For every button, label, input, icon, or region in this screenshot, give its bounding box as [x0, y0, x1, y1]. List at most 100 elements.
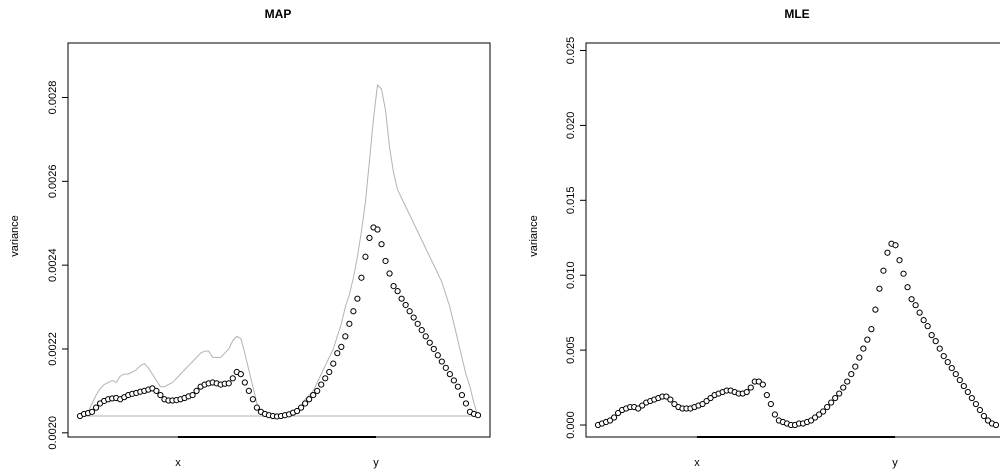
- data-marks: [76, 83, 482, 420]
- data-point: [318, 381, 325, 388]
- data-point: [848, 370, 855, 378]
- y-axis-label: variance: [9, 215, 21, 257]
- data-point: [868, 326, 875, 333]
- data-point: [667, 396, 674, 403]
- data-point: [302, 400, 309, 407]
- data-point: [992, 421, 1000, 429]
- data-point: [699, 400, 706, 408]
- data-point: [382, 257, 389, 265]
- data-point: [944, 358, 951, 366]
- data-point: [418, 327, 425, 334]
- y-ticks: 0.0020 0.0022 0.0024 0.0026 0.0028: [47, 81, 68, 450]
- data-point: [932, 338, 939, 345]
- y-tick-label: 0.0028: [47, 81, 59, 115]
- data-point: [771, 411, 778, 418]
- data-marks: [594, 240, 1000, 429]
- data-point: [350, 308, 357, 315]
- data-point: [241, 379, 248, 386]
- data-point: [334, 350, 341, 357]
- data-point: [410, 314, 417, 321]
- y-ticks: 0.000 0.005 0.010 0.015 0.020 0.025: [565, 37, 586, 439]
- data-point: [663, 393, 670, 400]
- data-point: [390, 283, 397, 290]
- data-point: [956, 376, 963, 384]
- data-point: [755, 378, 762, 385]
- series-line: [79, 83, 479, 417]
- data-point: [896, 257, 903, 264]
- data-point: [434, 352, 441, 359]
- data-point: [422, 333, 429, 340]
- data-point: [458, 391, 466, 399]
- data-point: [454, 383, 461, 390]
- data-point: [820, 408, 827, 415]
- data-point: [952, 370, 959, 378]
- data-point: [362, 253, 369, 260]
- y-tick-label: 0.005: [565, 336, 577, 364]
- y-tick-label: 0.0020: [47, 416, 59, 450]
- chart-title: MAP: [265, 7, 292, 21]
- data-point: [844, 378, 851, 385]
- data-point: [856, 354, 863, 361]
- data-point: [743, 388, 750, 396]
- data-point: [924, 323, 931, 330]
- data-point: [767, 400, 774, 408]
- data-point: [960, 382, 967, 390]
- data-point: [635, 405, 642, 412]
- data-point: [964, 388, 971, 396]
- data-point: [402, 301, 409, 309]
- data-point: [366, 234, 373, 242]
- y-axis-label: variance: [528, 215, 540, 257]
- data-point: [342, 333, 349, 340]
- data-point: [326, 368, 333, 376]
- data-point: [892, 242, 899, 249]
- data-point: [306, 396, 313, 403]
- data-point: [354, 295, 361, 302]
- data-point: [828, 399, 835, 406]
- data-point: [968, 394, 975, 402]
- data-point: [976, 406, 984, 414]
- data-point: [639, 402, 646, 409]
- plot-frame: [67, 42, 491, 438]
- data-point: [193, 387, 200, 394]
- y-tick-label: 0.0022: [47, 332, 59, 366]
- data-point: [984, 417, 992, 424]
- data-point: [330, 360, 337, 367]
- data-point: [394, 288, 401, 295]
- chart-title: MLE: [784, 7, 809, 21]
- data-point: [759, 381, 766, 388]
- data-point: [876, 285, 883, 292]
- y-tick-label: 0.0024: [47, 248, 59, 282]
- category-label: x: [694, 457, 700, 469]
- data-point: [253, 404, 260, 411]
- chart-mle: MLE variance 0.0000.0050.0100.0150.0200.…: [528, 7, 1000, 469]
- data-point: [615, 409, 622, 417]
- y-tick-label: 0.020: [565, 112, 577, 140]
- data-point: [928, 332, 935, 339]
- data-point: [92, 404, 100, 411]
- data-point: [707, 394, 714, 402]
- data-point: [940, 353, 947, 360]
- category-label: x: [175, 457, 181, 469]
- data-point: [398, 295, 405, 302]
- data-point: [430, 345, 437, 353]
- y-tick-label: 0.0026: [47, 164, 59, 198]
- chart-map: MAP variance 0.00200.00220.00240.00260.0…: [9, 7, 491, 469]
- data-point: [406, 308, 413, 315]
- data-point: [314, 387, 321, 394]
- data-point: [864, 336, 871, 343]
- y-tick-label: 0.015: [565, 187, 577, 215]
- data-point: [450, 377, 457, 384]
- data-point: [904, 284, 911, 291]
- category-label: y: [373, 457, 379, 469]
- category-label: y: [892, 457, 898, 469]
- y-tick-label: 0.025: [565, 37, 577, 65]
- data-point: [703, 397, 710, 405]
- data-point: [374, 226, 381, 233]
- data-point: [852, 363, 859, 370]
- data-point: [386, 270, 393, 277]
- data-point: [298, 404, 305, 411]
- data-point: [880, 267, 887, 274]
- data-point: [229, 375, 236, 382]
